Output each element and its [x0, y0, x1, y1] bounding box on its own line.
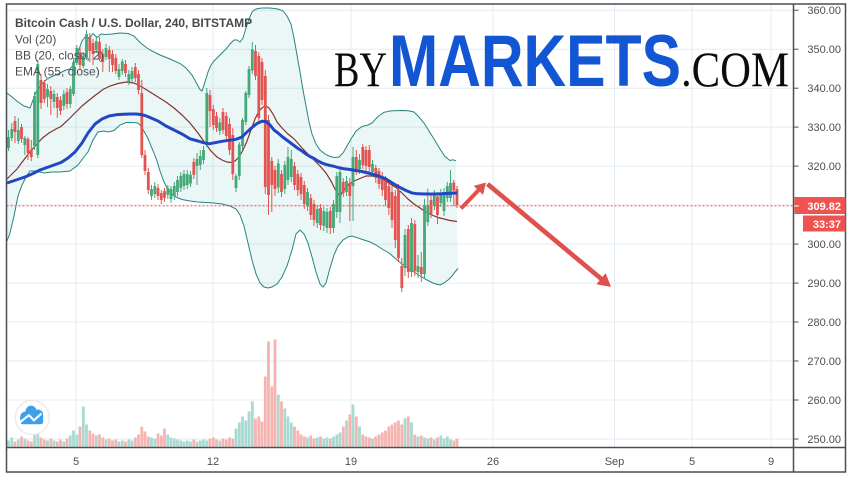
svg-text:350.00: 350.00	[807, 44, 841, 56]
svg-text:12: 12	[207, 456, 219, 468]
svg-text:300.00: 300.00	[807, 239, 841, 251]
svg-text:330.00: 330.00	[807, 122, 841, 134]
svg-text:5: 5	[689, 456, 695, 468]
svg-text:.COM: .COM	[681, 41, 789, 97]
svg-text:BB (20, close, 2): BB (20, close, 2)	[15, 49, 104, 63]
svg-text:5: 5	[73, 456, 79, 468]
svg-text:260.00: 260.00	[807, 395, 841, 407]
svg-text:290.00: 290.00	[807, 278, 841, 290]
svg-text:Vol (20): Vol (20)	[15, 33, 56, 47]
svg-text:19: 19	[345, 456, 357, 468]
svg-text:MARKETS: MARKETS	[389, 21, 681, 102]
svg-text:360.00: 360.00	[807, 5, 841, 17]
svg-text:EMA (55, close): EMA (55, close)	[15, 65, 100, 79]
svg-text:270.00: 270.00	[807, 356, 841, 368]
svg-text:320.00: 320.00	[807, 161, 841, 173]
svg-text:Bitcoin Cash / U.S. Dollar, 24: Bitcoin Cash / U.S. Dollar, 240, BITSTAM…	[15, 16, 252, 30]
svg-text:309.82: 309.82	[807, 201, 841, 213]
svg-text:26: 26	[487, 456, 499, 468]
svg-text:BY: BY	[334, 41, 387, 97]
svg-text:250.00: 250.00	[807, 434, 841, 446]
svg-text:33:37: 33:37	[813, 219, 841, 231]
svg-text:9: 9	[768, 456, 774, 468]
svg-text:340.00: 340.00	[807, 83, 841, 95]
svg-text:280.00: 280.00	[807, 317, 841, 329]
svg-text:Sep: Sep	[605, 456, 625, 468]
